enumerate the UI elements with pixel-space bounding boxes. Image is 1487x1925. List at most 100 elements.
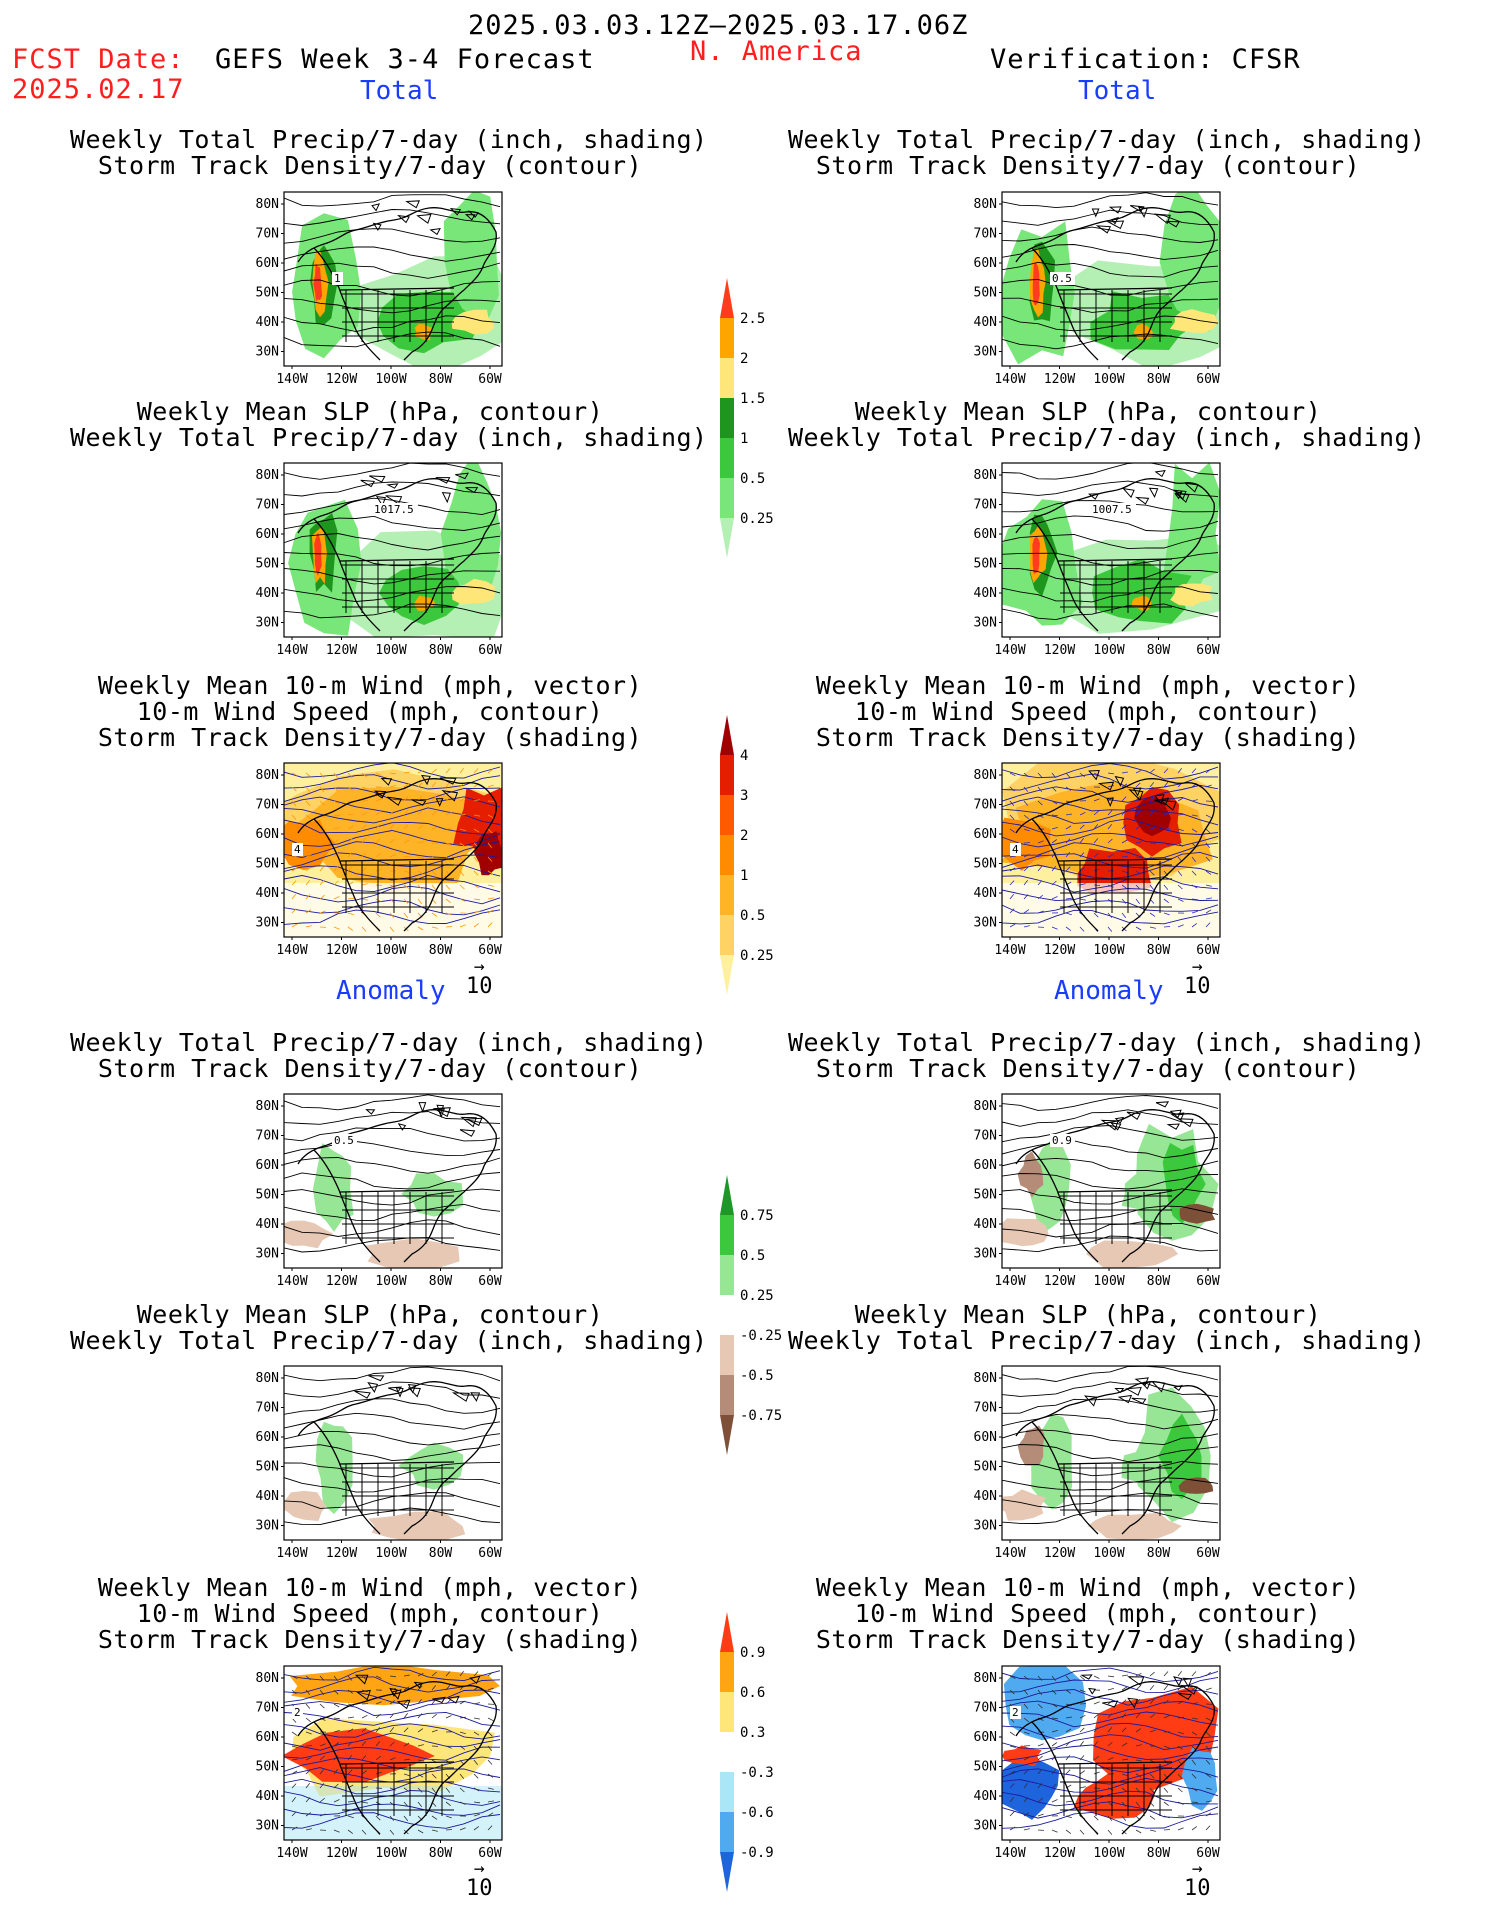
contour-line <box>284 1803 501 1816</box>
wind-vector <box>1191 1826 1198 1831</box>
wind-vector <box>291 1783 297 1789</box>
colorbar-label: 0.5 <box>740 908 765 924</box>
shaded-region <box>1181 1747 1218 1811</box>
wind-vector <box>1065 813 1072 816</box>
colorbar-segment <box>720 1772 734 1812</box>
wind-vector <box>1093 824 1099 830</box>
wind-vector <box>1177 856 1183 862</box>
wind-vector <box>305 1731 312 1735</box>
wind-vector <box>1051 772 1057 778</box>
wind-vector <box>417 856 424 859</box>
wind-vector <box>291 1797 297 1803</box>
wind-vector <box>1149 1815 1156 1820</box>
wind-vector <box>1205 856 1211 862</box>
contour-line <box>284 586 501 602</box>
island-outline <box>1132 787 1142 797</box>
wind-vector <box>291 1745 298 1748</box>
lat-tick-label: 40N <box>256 1217 279 1232</box>
contour-line <box>1002 796 1219 812</box>
panel-title-R2: Weekly Mean SLP (hPa, contour) Weekly Tot… <box>788 397 1426 452</box>
island-outline <box>421 774 431 786</box>
wind-vector <box>403 839 410 844</box>
shaded-region <box>377 291 481 354</box>
wind-vector <box>375 1713 381 1719</box>
wind-vector <box>375 1815 381 1821</box>
shaded-region <box>1002 1757 1060 1820</box>
island-outline <box>1170 1112 1185 1121</box>
wind-vector <box>1107 926 1113 932</box>
wind-vector <box>1191 898 1199 901</box>
lat-tick-label: 80N <box>256 1371 279 1386</box>
colorbar-label: 2 <box>740 351 748 367</box>
island-outline <box>386 483 399 489</box>
west-coast <box>313 1149 381 1263</box>
contour-line <box>284 807 501 825</box>
wind-vector <box>375 1727 381 1733</box>
wind-vector <box>291 855 298 858</box>
wind-vector <box>1149 870 1155 876</box>
island-outline <box>459 1129 476 1137</box>
wind-vector <box>487 842 493 848</box>
wind-vector <box>1107 785 1114 788</box>
wind-vector <box>1009 1797 1015 1803</box>
lon-tick-label: 120W <box>326 643 357 658</box>
shaded-region <box>440 463 502 600</box>
contour-label-bg <box>332 1134 357 1147</box>
lon-tick-label: 120W <box>1044 1846 1075 1861</box>
wind-vector <box>487 768 493 774</box>
wind-vector <box>1191 856 1197 862</box>
wind-vector <box>1177 1671 1183 1677</box>
lon-tick-label: 80W <box>429 1274 453 1289</box>
contour-line <box>1002 1790 1218 1807</box>
wind-vector <box>1205 1745 1211 1751</box>
contour-line <box>1002 1767 1219 1785</box>
map-svg: 80N 70N 60N 50N 40N 30N 140W 120W 100W 80W 60W 1 <box>256 191 503 387</box>
colorbar-segment <box>720 278 734 318</box>
wind-vector <box>1079 1714 1086 1719</box>
wind-vector <box>1191 1773 1197 1779</box>
wind-vector <box>1051 866 1057 872</box>
lon-tick-label: 140W <box>994 372 1025 387</box>
island-outline <box>1083 1395 1098 1407</box>
wind-vector <box>431 1815 438 1820</box>
contour-line <box>284 567 501 585</box>
map-svg: 80N 70N 60N 50N 40N 30N 140W 120W 100W 80W 60W <box>256 1365 503 1561</box>
wind-vector <box>1135 769 1142 774</box>
lat-tick-label: 60N <box>256 1730 279 1745</box>
wind-vector <box>305 894 311 900</box>
lon-tick-label: 80W <box>429 943 453 958</box>
wind-vector <box>431 912 438 917</box>
island-outline <box>1091 208 1100 218</box>
shaded-region <box>451 309 494 335</box>
panel-title-R1: Weekly Total Precip/7-day (inch, shading… <box>788 125 1426 180</box>
wind-vector <box>1191 799 1198 802</box>
wind-vector <box>1093 1771 1100 1775</box>
wind-vector <box>1121 1727 1127 1733</box>
wind-vector <box>1107 1675 1114 1678</box>
lat-tick-label: 40N <box>974 1217 997 1232</box>
contour-line <box>1002 763 1219 780</box>
map-R2-slp-precip: 80N 70N 60N 50N 40N 30N 140W 120W 100W 80W 60W 1007… <box>958 461 1226 667</box>
wind-vector <box>1023 1769 1029 1775</box>
map-plot <box>1002 763 1220 937</box>
colorbar-segment <box>720 1335 734 1375</box>
contour-line <box>284 1430 501 1446</box>
wind-vector <box>1121 870 1128 874</box>
wind-vector <box>1009 1826 1016 1831</box>
lat-tick-label: 80N <box>974 197 997 212</box>
wind-vector <box>389 838 395 844</box>
wind-vector <box>431 1685 437 1691</box>
contour-line <box>1002 1509 1219 1524</box>
wind-vector <box>459 898 466 902</box>
colorbar-label: 0.5 <box>740 1248 765 1264</box>
wind-vector <box>1163 926 1171 928</box>
wind-vector <box>319 1689 325 1695</box>
shaded-region <box>1087 1512 1182 1540</box>
lon-tick-label: 120W <box>326 943 357 958</box>
contour-line <box>284 1700 501 1716</box>
wind-vector <box>487 856 493 862</box>
wind-vector <box>473 768 479 774</box>
shaded-region <box>284 1490 326 1521</box>
contour-line <box>1002 842 1219 859</box>
lat-tick-label: 60N <box>974 256 997 271</box>
